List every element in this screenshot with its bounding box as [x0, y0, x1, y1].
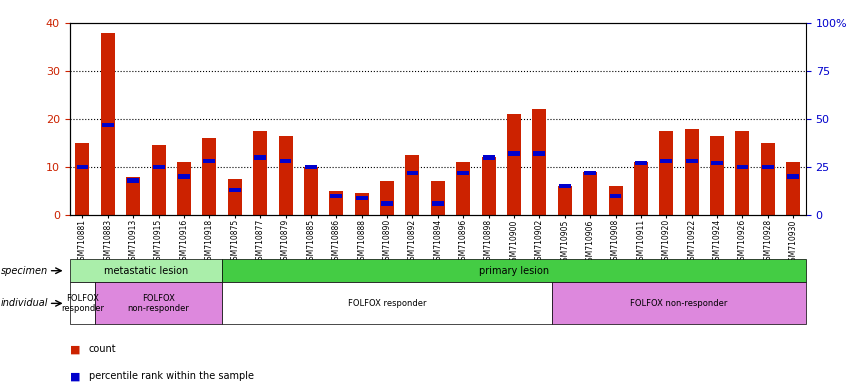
- Bar: [280, 159, 292, 164]
- Text: individual: individual: [1, 298, 49, 308]
- Bar: [583, 172, 597, 215]
- Text: FOLFOX responder: FOLFOX responder: [348, 299, 426, 308]
- Bar: [761, 143, 774, 215]
- Bar: [660, 159, 672, 164]
- Text: specimen: specimen: [1, 266, 48, 276]
- Bar: [151, 146, 166, 215]
- Bar: [76, 143, 89, 215]
- Bar: [534, 151, 545, 156]
- Bar: [457, 170, 469, 175]
- Bar: [305, 165, 317, 169]
- Bar: [432, 201, 443, 206]
- Bar: [710, 136, 724, 215]
- Bar: [787, 174, 799, 179]
- Bar: [329, 191, 343, 215]
- Bar: [304, 167, 318, 215]
- Bar: [356, 195, 368, 200]
- Bar: [380, 182, 394, 215]
- Bar: [508, 151, 520, 156]
- Bar: [203, 159, 215, 164]
- Bar: [431, 182, 445, 215]
- Bar: [254, 155, 266, 160]
- Bar: [228, 179, 242, 215]
- Text: FOLFOX non-responder: FOLFOX non-responder: [631, 299, 728, 308]
- Bar: [128, 178, 140, 183]
- Bar: [102, 122, 114, 127]
- Bar: [77, 165, 89, 169]
- Text: ■: ■: [70, 344, 80, 354]
- Bar: [483, 155, 494, 160]
- Bar: [229, 188, 241, 192]
- Bar: [126, 177, 140, 215]
- Bar: [533, 109, 546, 215]
- Bar: [278, 136, 293, 215]
- Bar: [355, 194, 368, 215]
- Bar: [456, 162, 471, 215]
- Text: FOLFOX
responder: FOLFOX responder: [61, 294, 104, 313]
- Bar: [507, 114, 521, 215]
- Text: metastatic lesion: metastatic lesion: [104, 266, 188, 276]
- Bar: [381, 201, 393, 206]
- Bar: [407, 170, 419, 175]
- Bar: [608, 186, 622, 215]
- Bar: [203, 138, 216, 215]
- Text: ■: ■: [70, 371, 80, 381]
- Bar: [557, 186, 572, 215]
- Bar: [634, 162, 648, 215]
- Text: FOLFOX
non-responder: FOLFOX non-responder: [128, 294, 190, 313]
- Bar: [405, 155, 420, 215]
- Bar: [152, 165, 164, 169]
- Bar: [786, 162, 800, 215]
- Bar: [686, 159, 698, 164]
- Bar: [254, 131, 267, 215]
- Bar: [711, 161, 723, 166]
- Bar: [685, 129, 699, 215]
- Bar: [735, 131, 750, 215]
- Bar: [736, 165, 748, 169]
- Bar: [559, 184, 571, 189]
- Bar: [330, 194, 342, 198]
- Bar: [178, 174, 190, 179]
- Bar: [584, 170, 596, 175]
- Bar: [482, 157, 495, 215]
- Bar: [660, 131, 673, 215]
- Bar: [101, 33, 115, 215]
- Bar: [177, 162, 191, 215]
- Text: primary lesion: primary lesion: [479, 266, 549, 276]
- Bar: [635, 161, 647, 166]
- Text: percentile rank within the sample: percentile rank within the sample: [89, 371, 254, 381]
- Bar: [609, 194, 621, 198]
- Text: count: count: [89, 344, 116, 354]
- Bar: [762, 165, 774, 169]
